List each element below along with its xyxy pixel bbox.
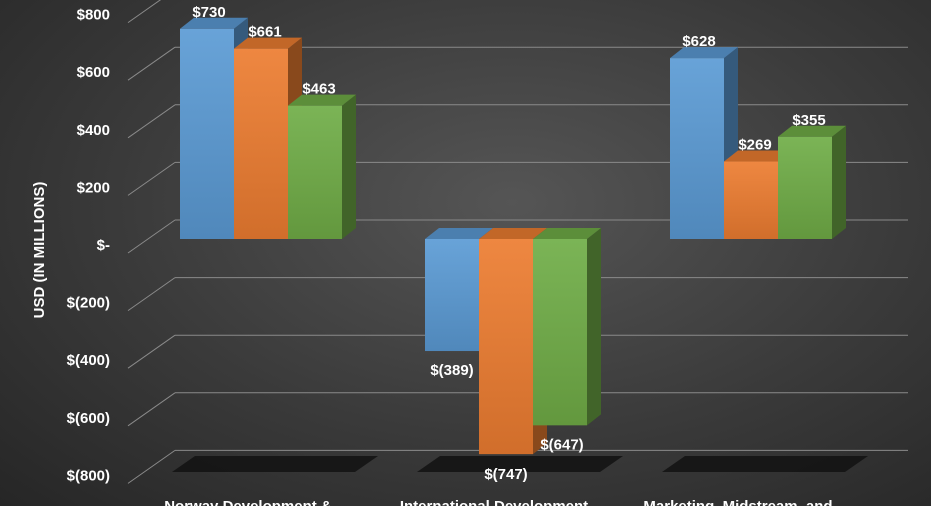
gridline-side xyxy=(127,392,176,427)
bar-top xyxy=(670,47,738,59)
gridline-side xyxy=(127,46,176,81)
data-label: $269 xyxy=(738,137,771,154)
bar xyxy=(288,94,356,239)
floor-shadow xyxy=(662,456,868,472)
y-axis-label: USD (IN MILLIONS) xyxy=(31,182,48,319)
y-tick-label: $- xyxy=(97,237,110,254)
category-label: Norway Development & xyxy=(164,498,332,506)
y-tick-label: $(600) xyxy=(67,410,110,427)
bar-top xyxy=(425,228,493,239)
bar-top xyxy=(288,94,356,106)
bar-top xyxy=(180,17,248,29)
bar xyxy=(778,125,846,239)
y-tick-label: $200 xyxy=(77,179,110,196)
bar-top xyxy=(778,125,846,137)
category-label: International Development xyxy=(400,498,588,506)
gridline-side xyxy=(127,334,176,369)
bar-side xyxy=(832,125,846,239)
gridline-side xyxy=(127,449,176,484)
data-label: $(389) xyxy=(430,362,473,379)
bar-front xyxy=(288,105,342,239)
bar-top xyxy=(724,150,792,162)
bar-top xyxy=(479,228,547,239)
y-tick-label: $400 xyxy=(77,122,110,139)
data-label: $(747) xyxy=(484,466,527,483)
data-label: $628 xyxy=(682,33,715,50)
bar-front xyxy=(724,161,778,239)
bar-top xyxy=(234,37,302,49)
gridline-side xyxy=(127,0,162,24)
y-tick-label: $600 xyxy=(77,64,110,81)
bar-front xyxy=(533,239,587,426)
category-label: Marketing, Midstream, and xyxy=(643,498,832,506)
y-tick-label: $800 xyxy=(77,7,110,24)
data-label: $(647) xyxy=(540,436,583,453)
gridline-side xyxy=(127,104,176,139)
bar-top xyxy=(533,228,601,239)
category-labels: Norway Development & International Develo… xyxy=(164,498,832,506)
floor-shadow xyxy=(417,456,623,472)
y-axis-ticks: $800 $600 $400 $200 $- $(200) $(400) $(600) $(80… xyxy=(67,7,110,485)
floor-shadows xyxy=(172,456,868,472)
y-tick-label: $(800) xyxy=(67,467,110,484)
bars xyxy=(180,17,846,455)
gridline-side xyxy=(127,277,176,312)
data-label: $730 xyxy=(192,4,225,21)
gridline-side xyxy=(127,219,176,254)
bar xyxy=(533,228,601,426)
bar-side xyxy=(587,228,601,426)
bar-side xyxy=(342,94,356,239)
bar-front xyxy=(234,48,288,239)
bar-front xyxy=(778,136,832,239)
bar-front xyxy=(670,58,724,239)
bar-front xyxy=(479,239,533,455)
bar-front xyxy=(180,28,234,240)
floor-shadow xyxy=(172,456,378,472)
data-labels: $730 $661 $463 $(389) $(747) $(647) $628 $269 $3… xyxy=(192,4,825,483)
bar-front xyxy=(425,239,479,352)
data-label: $661 xyxy=(248,24,281,41)
data-label: $463 xyxy=(302,81,335,98)
y-tick-label: $(200) xyxy=(67,295,110,312)
y-tick-label: $(400) xyxy=(67,352,110,369)
data-label: $355 xyxy=(792,112,825,129)
gridline-side xyxy=(127,161,176,196)
